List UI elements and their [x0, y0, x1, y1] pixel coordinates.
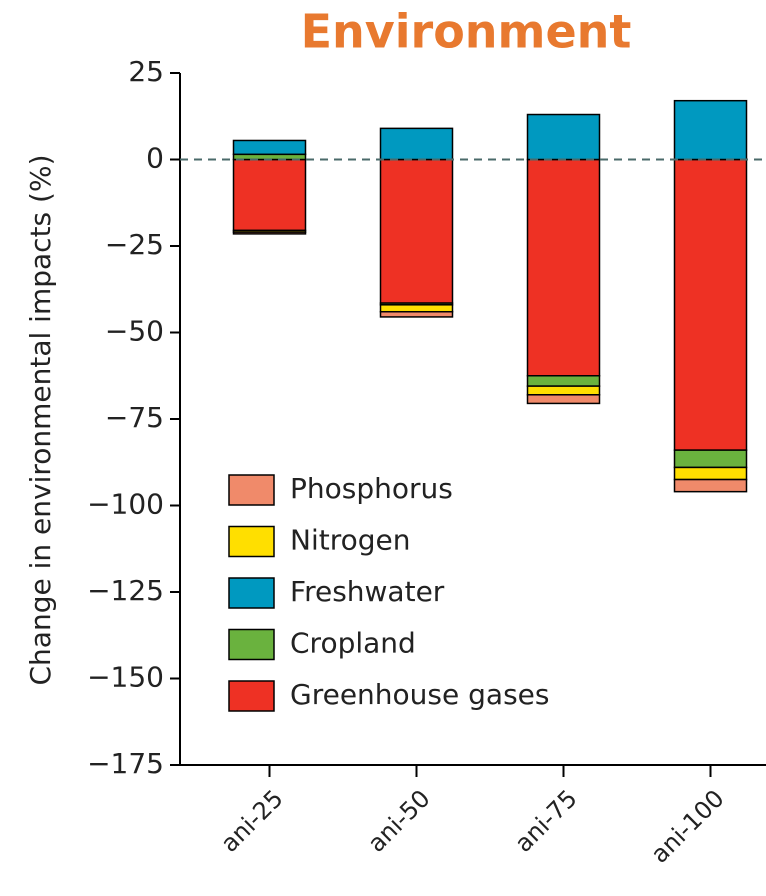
bar-segment — [526, 385, 601, 396]
x-tick-label: ani-25 — [215, 784, 288, 857]
y-tick-label: −75 — [105, 401, 164, 434]
y-axis-label: Change in environmental impacts (%) — [24, 155, 57, 686]
y-tick-label: 25 — [128, 55, 164, 88]
bar-segment — [232, 231, 307, 235]
legend-swatch — [228, 680, 275, 712]
bar-segment — [673, 99, 748, 161]
x-tick-label: ani-50 — [362, 784, 435, 857]
x-tick-label: ani-75 — [509, 784, 582, 857]
bar-segment — [673, 478, 748, 493]
legend-label: Greenhouse gases — [290, 678, 549, 711]
bar-segment — [673, 449, 748, 469]
y-tick-label: −150 — [87, 661, 164, 694]
legend-swatch — [228, 628, 275, 661]
legend-swatch — [228, 525, 275, 558]
y-tick-label: −175 — [87, 747, 164, 780]
bar-segment — [379, 310, 454, 318]
y-tick-label: 0 — [146, 142, 164, 175]
chart-title: Environment — [301, 5, 632, 59]
legend-label: Phosphorus — [290, 472, 453, 505]
legend-swatch — [228, 577, 275, 609]
legend-label: Freshwater — [290, 575, 445, 608]
bar-segment — [526, 394, 601, 405]
bar-segment — [673, 466, 748, 481]
bar-segment — [526, 375, 601, 387]
legend-label: Cropland — [290, 627, 416, 660]
bar-segment — [379, 158, 454, 304]
bar-segment — [232, 139, 307, 156]
y-tick-label: −100 — [87, 488, 164, 521]
bar-segment — [379, 304, 454, 313]
bar-segment — [673, 158, 748, 451]
bar-segment — [526, 113, 601, 161]
bar-segment — [379, 127, 454, 161]
y-tick-label: −25 — [105, 228, 164, 261]
bar-segment — [526, 158, 601, 377]
bar-segment — [232, 158, 307, 232]
y-tick-label: −125 — [87, 574, 164, 607]
legend-swatch — [228, 474, 275, 506]
x-tick-label: ani-100 — [646, 784, 730, 868]
y-tick-label: −50 — [105, 315, 164, 348]
legend-label: Nitrogen — [290, 524, 410, 557]
